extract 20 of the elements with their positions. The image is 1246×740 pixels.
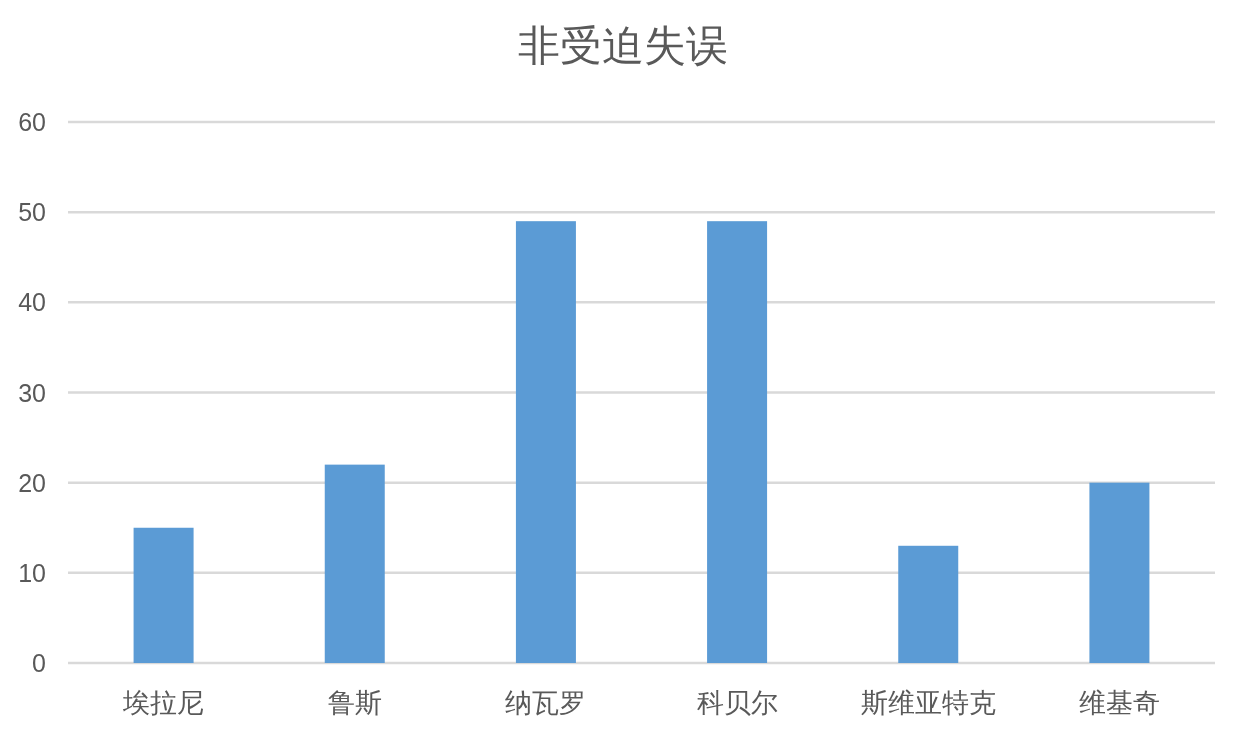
x-tick-label: 科贝尔	[696, 688, 778, 718]
bar	[324, 464, 385, 663]
y-tick-label: 0	[32, 649, 46, 677]
x-tick-label: 鲁斯	[327, 688, 382, 718]
y-tick-label: 50	[18, 198, 46, 227]
y-tick-label: 10	[18, 558, 46, 587]
y-tick-label: 30	[18, 378, 46, 407]
bar	[133, 527, 194, 663]
chart-title: 非受迫失误	[518, 22, 728, 69]
bar	[707, 221, 768, 663]
x-tick-label: 维基奇	[1078, 688, 1160, 718]
x-tick-label: 埃拉尼	[122, 688, 205, 718]
bar	[515, 221, 576, 663]
y-tick-label: 40	[18, 288, 46, 317]
bar	[1089, 482, 1150, 663]
y-tick-label: 60	[18, 108, 46, 136]
y-tick-label: 20	[18, 468, 46, 497]
x-tick-label: 斯维亚特克	[860, 688, 996, 718]
x-tick-label: 纳瓦罗	[505, 688, 587, 718]
bar	[898, 545, 959, 663]
